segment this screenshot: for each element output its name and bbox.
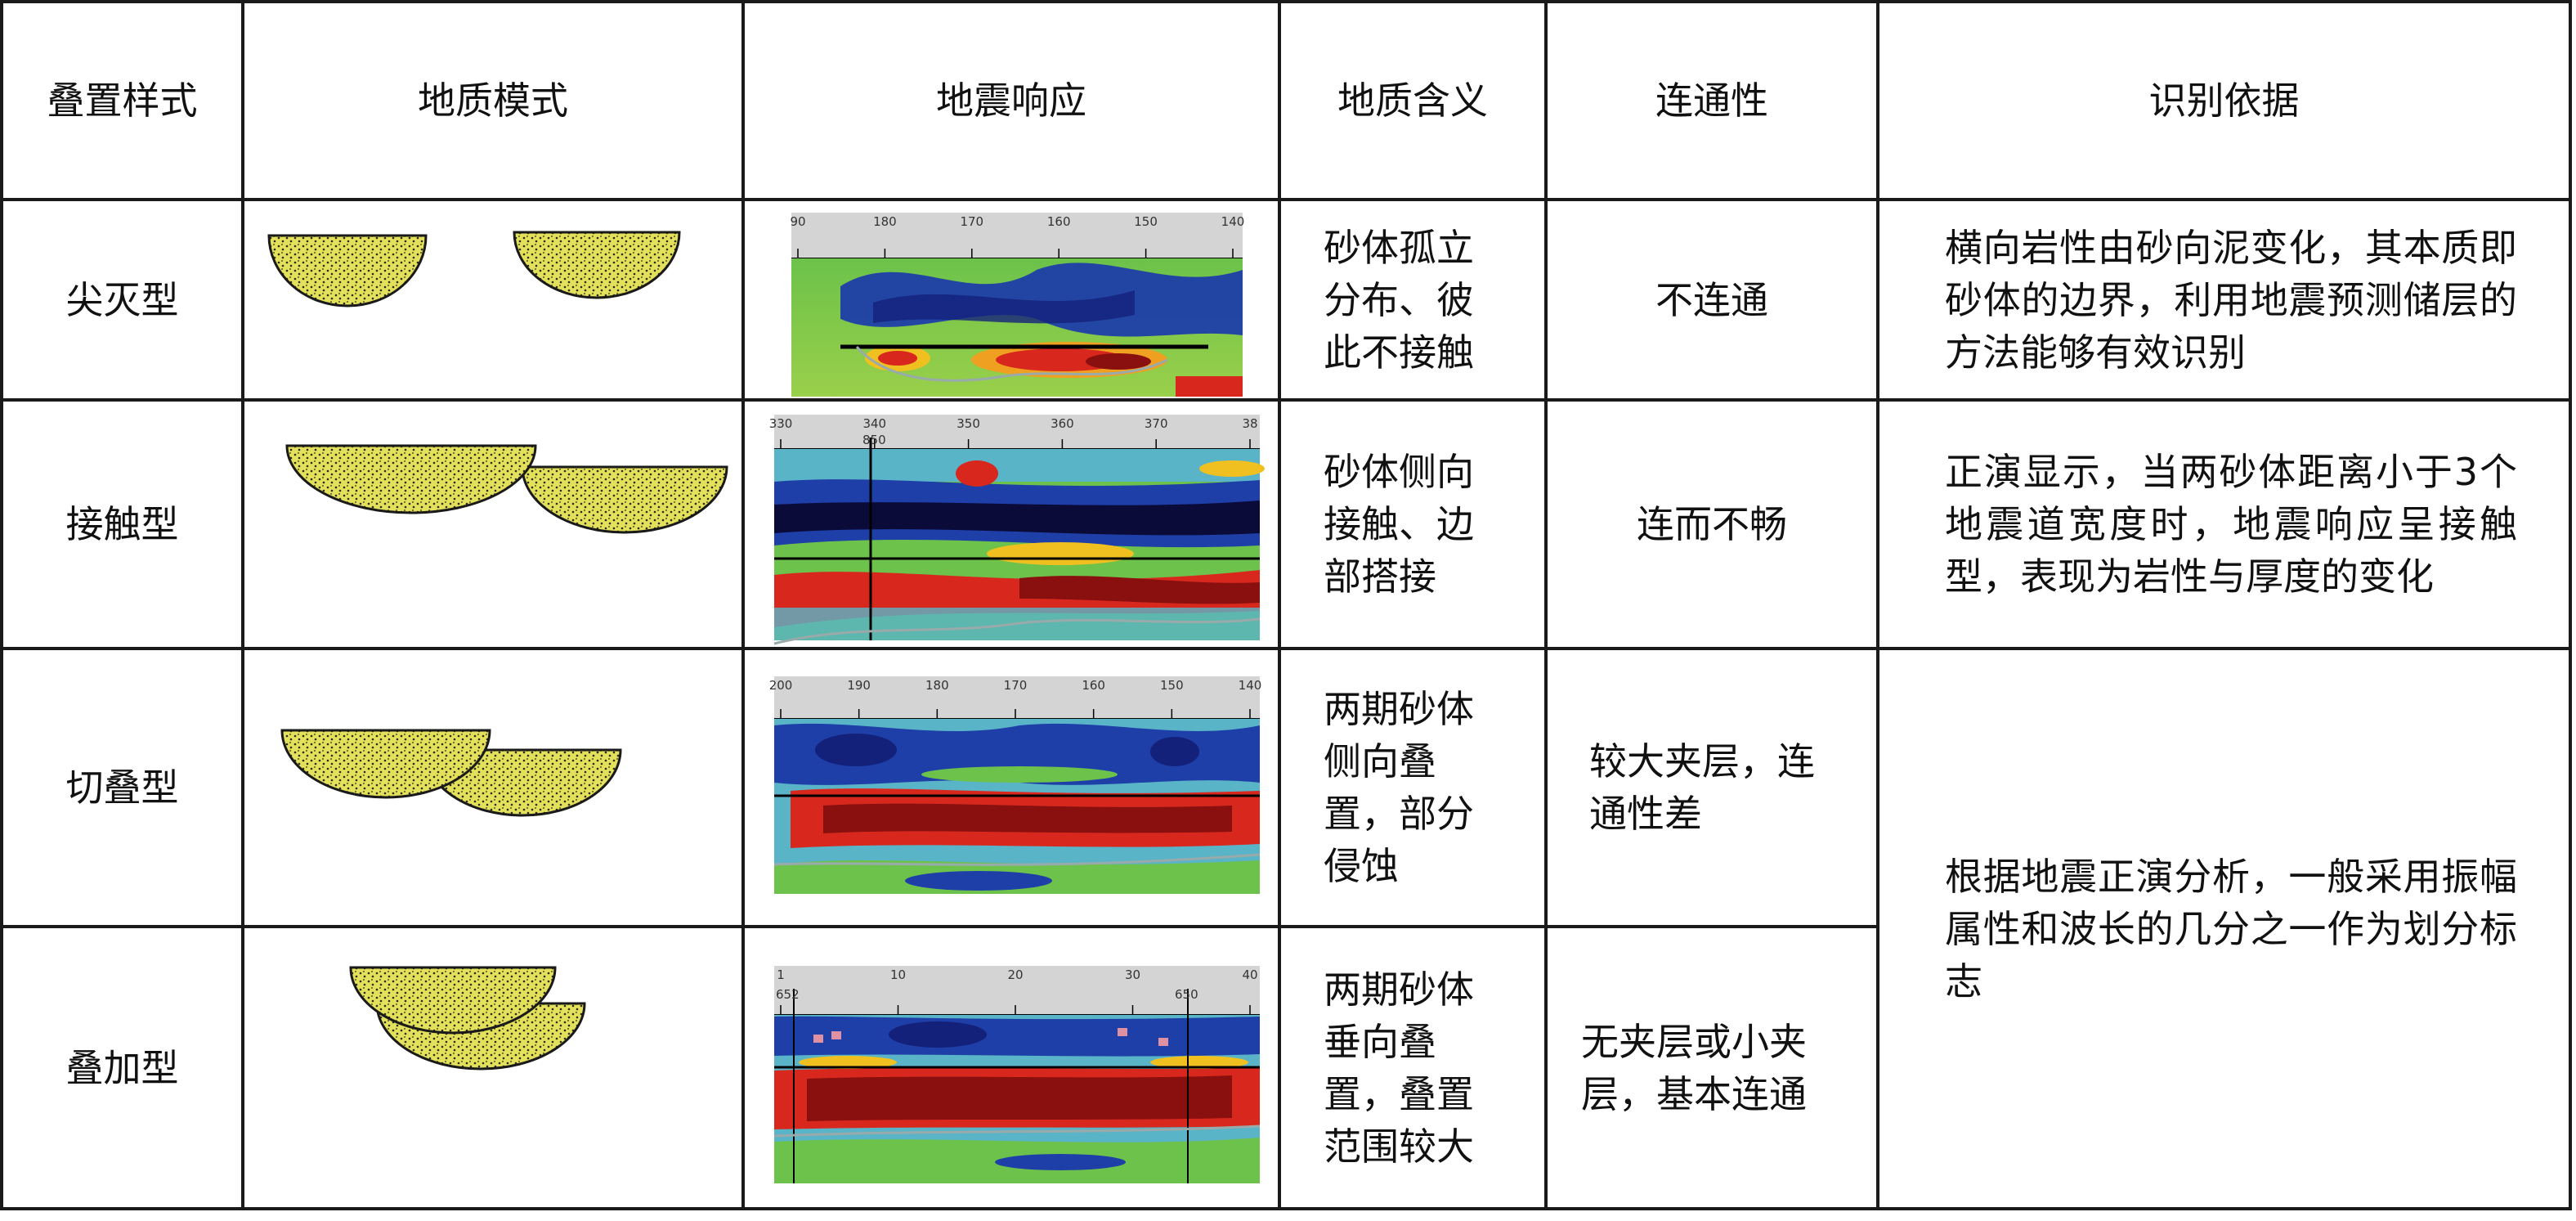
meaning-text: 砂体孤立分布、彼此不接触 [1324,225,1474,375]
connectivity-cell: 较大夹层，连通性差 [1544,647,1879,928]
trace-tick-label: 1 [777,967,785,982]
trace-tick-label: 140 [1239,678,1262,693]
meaning-text: 砂体侧向接触、边部搭接 [1324,450,1474,599]
trace-tick-label: 40 [1242,967,1257,982]
sand-body-right [513,231,681,299]
trace-header-bar [774,415,1260,449]
sand-body-left [280,729,491,799]
table-row: 尖灭型 [0,198,2572,402]
header-seismic-response: 地震响应 [741,0,1281,201]
geo-model-cell [241,925,745,1210]
trace-header-bar [774,966,1260,1015]
trace-tick-label: 90 [790,214,805,229]
table-row: 叠加型 [0,925,2570,1210]
trace-tick-label: 170 [960,214,983,229]
trace-tick-label: 160 [1047,214,1071,229]
trace-tick-label: 180 [873,214,897,229]
sand-body-diagram [349,966,586,1071]
style-cell: 接触型 [0,398,244,650]
connectivity-cell: 连而不畅 [1544,398,1879,650]
trace-tick-label: 170 [1004,678,1028,693]
geo-model-cell [241,198,745,402]
connectivity-text: 连而不畅 [1637,502,1787,546]
connectivity-text: 无夹层或小夹层，基本连通 [1581,1019,1807,1116]
sand-body-left [285,444,537,514]
connectivity-text: 不连通 [1655,277,1768,322]
header-basis: 识别依据 [1876,0,2572,201]
geo-model-cell [241,647,745,928]
basis-cell: 横向岩性由砂向泥变化，其本质即砂体的边界，利用地震预测储层的方法能够有效识别 [1876,198,2572,402]
table-row: 切叠型 [0,647,2572,1210]
basis-text: 正演显示，当两砂体距离小于3个地震道宽度时，地震响应呈接触型，表现为岩性与厚度的… [1945,450,2517,599]
basis-cell-shared: 根据地震正演分析，一般采用振幅属性和波长的几分之一作为划分标志 [1876,647,2572,1210]
connectivity-cell: 无夹层或小夹层，基本连通 [1544,925,1879,1210]
trace-marker-label: 850 [862,433,886,447]
trace-header-bar [791,213,1243,258]
trace-tick-label: 140 [1221,214,1245,229]
trace-tick-label: 190 [847,678,871,693]
meaning-cell: 砂体侧向接触、边部搭接 [1278,398,1548,650]
header-geo-model: 地质模式 [241,0,745,201]
sand-body-diagram [267,231,681,307]
seismic-section: 330 340 350 360 370 38 850 [769,415,1265,645]
header-connectivity: 连通性 [1544,0,1879,201]
seismic-cell: 90 180 170 160 150 140 [741,198,1281,402]
header-row: 叠置样式 地质模式 地震响应 地质含义 连通性 识别依据 [0,0,2572,201]
connectivity-cell: 不连通 [1544,198,1879,402]
trace-tick-label: 180 [925,678,949,693]
seismic-section: 90 180 170 160 150 140 [790,213,1245,397]
sand-body-diagram [285,444,728,534]
seismic-section: 1 10 20 30 40 652 650 [773,966,1261,1183]
seismic-section: 200 190 180 170 160 150 140 [769,676,1262,894]
sand-body-right [521,465,728,534]
meaning-text: 两期砂体侧向叠置，部分侵蚀 [1324,687,1474,888]
sand-body-upper [349,966,557,1035]
trace-tick-label: 340 [862,416,886,431]
meaning-text: 两期砂体垂向叠置，叠置范围较大 [1324,967,1474,1169]
trace-tick-label: 360 [1051,416,1074,431]
style-cell: 尖灭型 [0,198,244,402]
trace-tick-label: 350 [956,416,980,431]
style-cell: 切叠型 [0,647,244,928]
basis-text: 根据地震正演分析，一般采用振幅属性和波长的几分之一作为划分标志 [1945,854,2517,1003]
trace-tick-label: 10 [890,967,906,982]
basis-cell: 正演显示，当两砂体距离小于3个地震道宽度时，地震响应呈接触型，表现为岩性与厚度的… [1876,398,2572,650]
header-style: 叠置样式 [0,0,244,201]
trace-tick-label: 150 [1134,214,1158,229]
connectivity-text: 较大夹层，连通性差 [1589,739,1815,836]
table-row: 接触型 [0,398,2572,650]
sand-body-diagram [280,729,622,817]
header-geo-meaning: 地质含义 [1278,0,1548,201]
trace-tick-label: 160 [1082,678,1105,693]
trace-tick-label: 150 [1160,678,1184,693]
seismic-cell: 330 340 350 360 370 38 850 [741,398,1281,650]
trace-header-bar [774,676,1260,719]
trace-marker-label: 650 [1175,987,1198,1002]
trace-marker-label: 652 [776,987,800,1002]
meaning-cell: 砂体孤立分布、彼此不接触 [1278,198,1548,402]
geo-model-cell [241,398,745,650]
trace-tick-label: 370 [1145,416,1168,431]
trace-tick-label: 330 [769,416,793,431]
meaning-cell: 两期砂体垂向叠置，叠置范围较大 [1278,925,1548,1210]
style-cell: 叠加型 [0,925,244,1210]
sand-body-left [267,234,428,307]
seismic-cell: 1 10 20 30 40 652 650 [741,925,1281,1210]
trace-tick-label: 200 [769,678,793,693]
trace-tick-label: 30 [1125,967,1140,982]
basis-text: 横向岩性由砂向泥变化，其本质即砂体的边界，利用地震预测储层的方法能够有效识别 [1945,225,2517,375]
seismic-cell: 200 190 180 170 160 150 140 [741,647,1281,928]
trace-tick-label: 38 [1242,416,1257,431]
meaning-cell: 两期砂体侧向叠置，部分侵蚀 [1278,647,1548,928]
trace-tick-label: 20 [1007,967,1023,982]
